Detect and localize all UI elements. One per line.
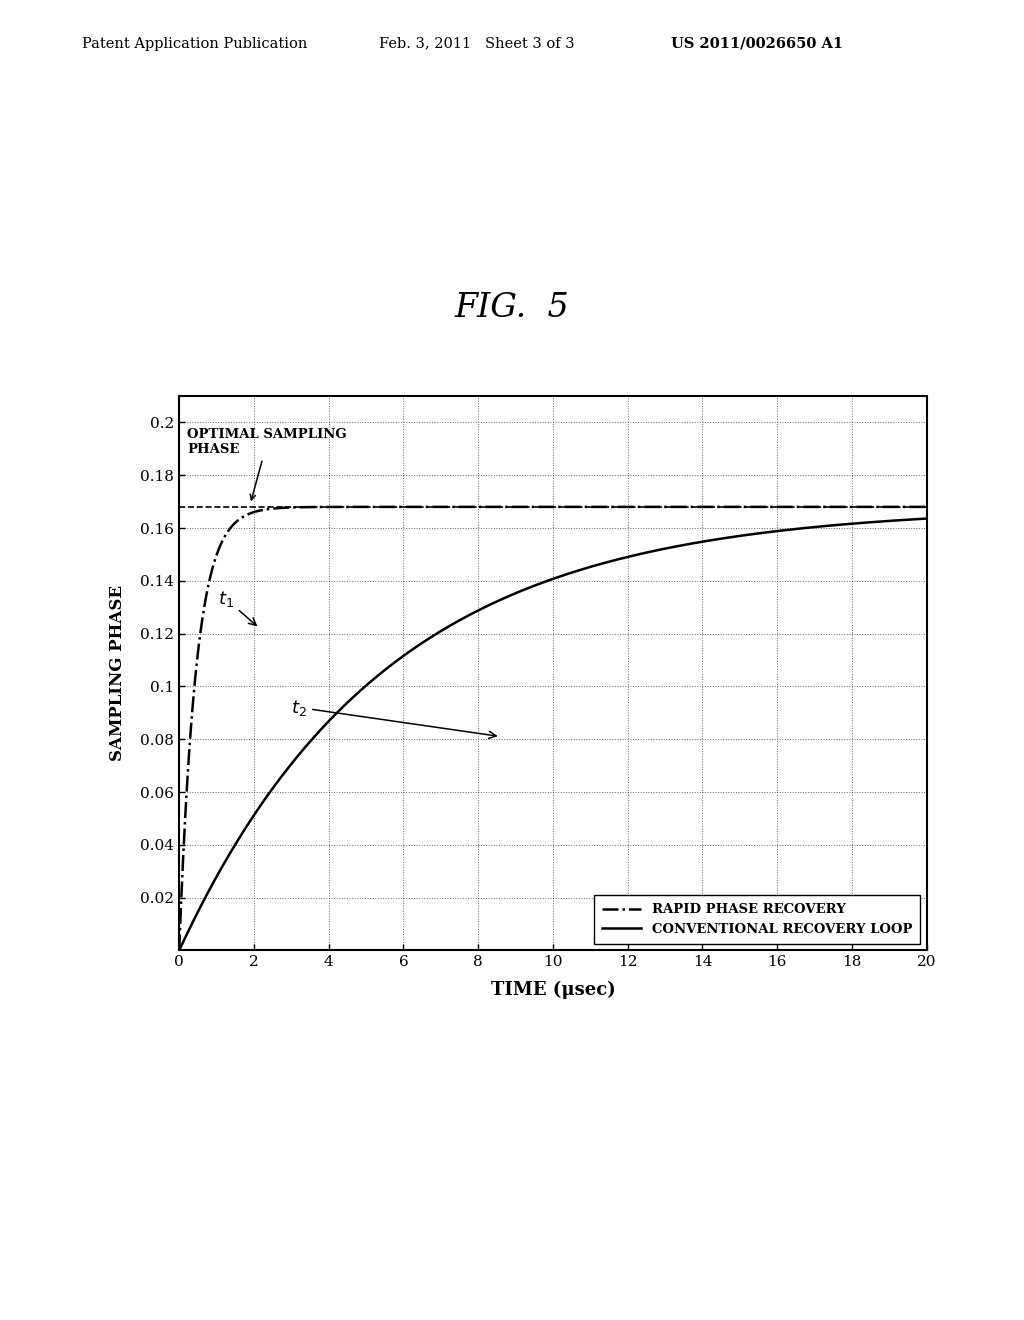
Line: CONVENTIONAL RECOVERY LOOP: CONVENTIONAL RECOVERY LOOP (179, 519, 927, 950)
Y-axis label: SAMPLING PHASE: SAMPLING PHASE (110, 585, 126, 762)
Text: $t_2$: $t_2$ (291, 697, 497, 738)
Text: $t_1$: $t_1$ (218, 589, 256, 626)
RAPID PHASE RECOVERY (173, 942, 185, 958)
CONVENTIONAL RECOVERY LOOP (731, 528, 743, 544)
RAPID PHASE RECOVERY (659, 499, 672, 515)
Text: Feb. 3, 2011   Sheet 3 of 3: Feb. 3, 2011 Sheet 3 of 3 (379, 37, 574, 50)
RAPID PHASE RECOVERY (459, 499, 471, 515)
CONVENTIONAL RECOVERY LOOP (659, 541, 672, 557)
Text: FIG.  5: FIG. 5 (455, 292, 569, 323)
Text: US 2011/0026650 A1: US 2011/0026650 A1 (671, 37, 843, 50)
Line: RAPID PHASE RECOVERY: RAPID PHASE RECOVERY (179, 507, 927, 950)
CONVENTIONAL RECOVERY LOOP (309, 729, 322, 744)
RAPID PHASE RECOVERY (803, 499, 815, 515)
CONVENTIONAL RECOVERY LOOP (787, 521, 800, 537)
RAPID PHASE RECOVERY (921, 499, 933, 515)
RAPID PHASE RECOVERY (787, 499, 800, 515)
Text: Patent Application Publication: Patent Application Publication (82, 37, 307, 50)
CONVENTIONAL RECOVERY LOOP (173, 942, 185, 958)
RAPID PHASE RECOVERY (309, 499, 322, 515)
CONVENTIONAL RECOVERY LOOP (921, 511, 933, 527)
RAPID PHASE RECOVERY (622, 499, 634, 515)
CONVENTIONAL RECOVERY LOOP (459, 610, 471, 626)
X-axis label: TIME (μsec): TIME (μsec) (490, 981, 615, 999)
RAPID PHASE RECOVERY (731, 499, 743, 515)
CONVENTIONAL RECOVERY LOOP (622, 549, 634, 565)
Text: OPTIMAL SAMPLING
PHASE: OPTIMAL SAMPLING PHASE (187, 428, 347, 500)
Legend: RAPID PHASE RECOVERY, CONVENTIONAL RECOVERY LOOP: RAPID PHASE RECOVERY, CONVENTIONAL RECOV… (594, 895, 921, 944)
